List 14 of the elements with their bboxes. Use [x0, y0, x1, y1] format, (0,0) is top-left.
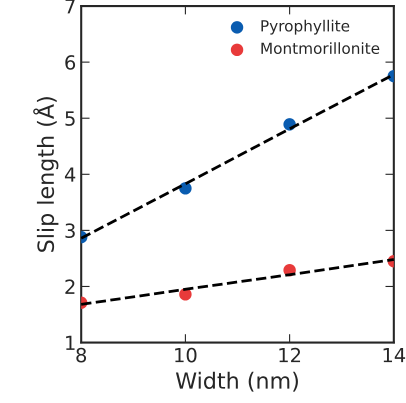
- y-tick-label: 6: [65, 55, 76, 70]
- y-tick-label: 1: [66, 336, 75, 350]
- x-axis-title: Width (nm): [176, 372, 298, 392]
- x-tick-label: 14: [384, 348, 406, 362]
- x-tick-label: 12: [279, 348, 300, 362]
- x-tick-label: 10: [175, 348, 196, 362]
- y-tick-label: 4: [64, 168, 76, 182]
- y-axis-title: Slip length (Å): [33, 97, 58, 252]
- x-tick-label: 8: [76, 348, 86, 362]
- legend-label: Pyrophyllite: [261, 20, 350, 35]
- y-tick-label: 2: [65, 279, 74, 294]
- y-tick-label: 5: [65, 111, 75, 126]
- legend-label: Montmorillonite: [261, 42, 380, 54]
- y-tick-label: 3: [65, 223, 75, 238]
